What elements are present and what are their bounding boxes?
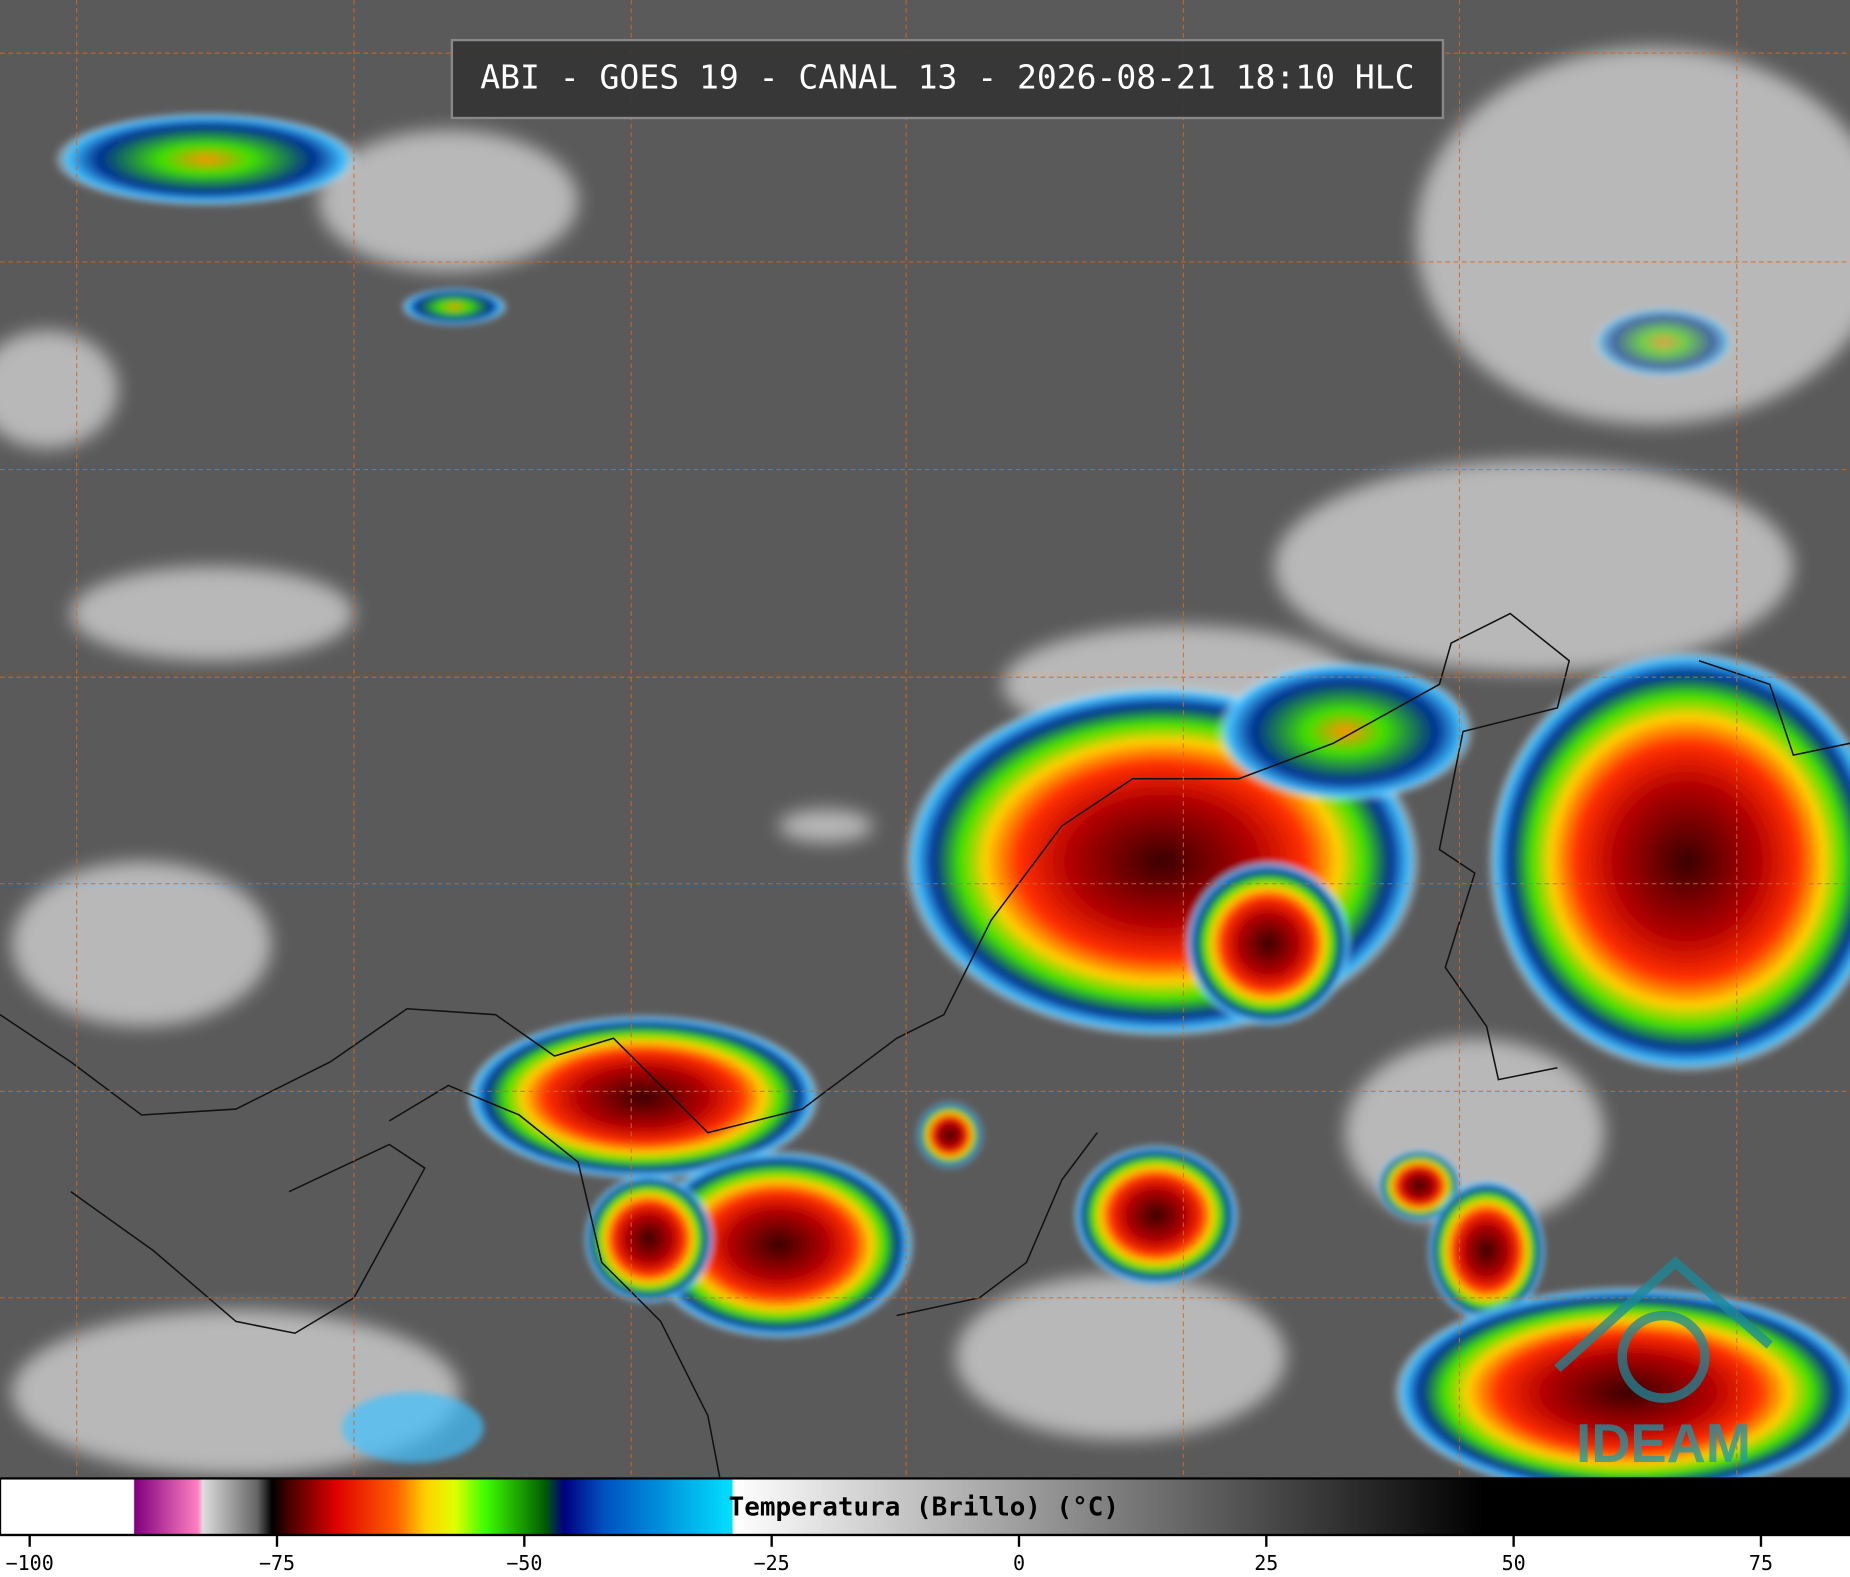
logo: IDEAM <box>1554 1256 1773 1474</box>
tick-label: −75 <box>259 1551 295 1575</box>
tick-label: −25 <box>754 1551 790 1575</box>
tick-label: 25 <box>1254 1551 1278 1575</box>
coastlines <box>0 612 1850 1478</box>
tick-label: −50 <box>506 1551 542 1575</box>
tick-label: 0 <box>1013 1551 1025 1575</box>
convective-cells <box>53 112 1850 1499</box>
tick-label: −100 <box>6 1551 54 1575</box>
tick-label: 75 <box>1749 1551 1773 1575</box>
logo-text: IDEAM <box>1576 1413 1751 1474</box>
title-box <box>450 38 1445 120</box>
colorbar-label: Temperatura (Brillo) (°C) <box>729 1492 1119 1522</box>
tick-label: 50 <box>1502 1551 1526 1575</box>
title: ABI - GOES 19 - CANAL 13 - 2026-08-21 18… <box>480 58 1414 97</box>
colorbar <box>0 1477 1850 1537</box>
